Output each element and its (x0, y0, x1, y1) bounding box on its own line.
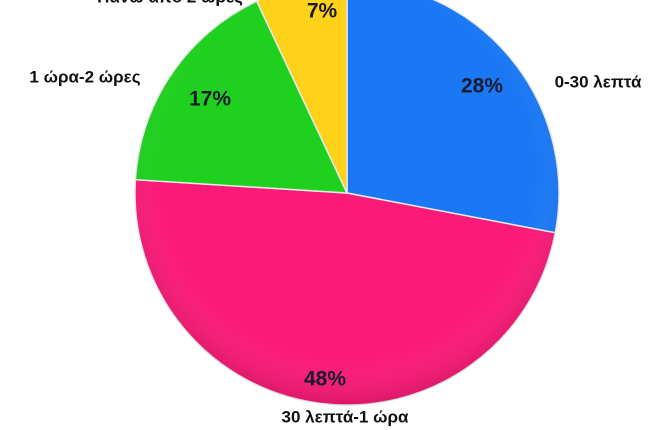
category-label: Πάνω από 2 ώρες (97, 0, 243, 6)
category-label: 1 ώρα-2 ώρες (29, 67, 140, 86)
data-label: 28% (461, 75, 503, 98)
category-label: 0-30 λεπτά (555, 72, 642, 91)
data-label: 17% (189, 88, 231, 111)
pie (134, 0, 560, 406)
pie-slice (346, 0, 560, 234)
category-label: 30 λεπτά-1 ώρα (282, 407, 409, 426)
data-label: 7% (307, 0, 338, 23)
data-label: 48% (304, 368, 346, 391)
